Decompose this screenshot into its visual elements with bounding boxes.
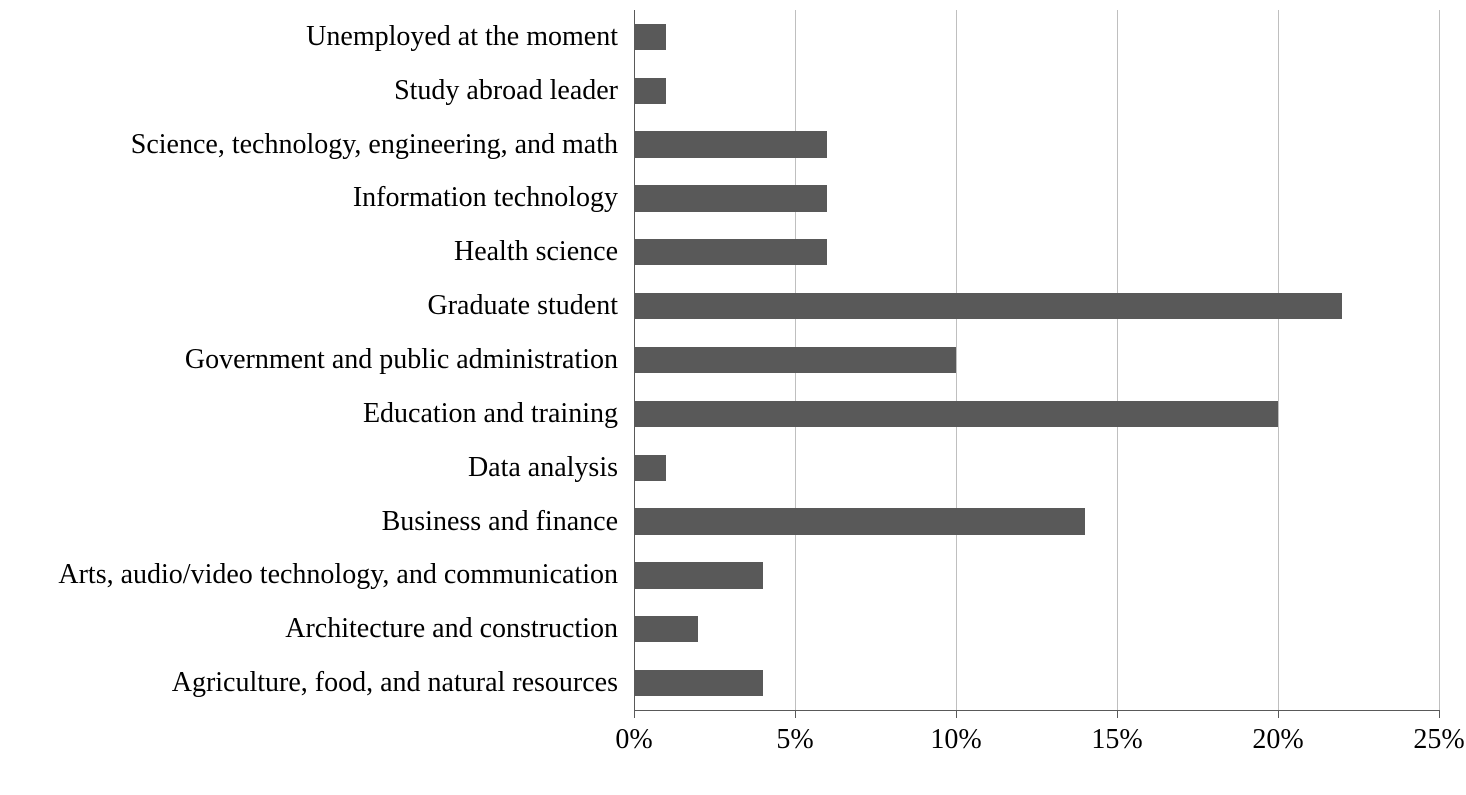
x-tick-label: 10% [930, 724, 981, 756]
x-tick-label: 15% [1091, 724, 1142, 756]
x-tick-mark [795, 710, 796, 718]
bar [634, 185, 827, 211]
gridline [1117, 10, 1118, 710]
chart-container: Unemployed at the moment Study abroad lea… [0, 0, 1466, 795]
x-tick-label: 20% [1252, 724, 1303, 756]
bar [634, 455, 666, 481]
gridline [956, 10, 957, 710]
category-label: Study abroad leader [394, 75, 618, 107]
bar [634, 347, 956, 373]
bar [634, 24, 666, 50]
bar [634, 401, 1278, 427]
x-tick-mark [1117, 710, 1118, 718]
x-tick-label: 0% [615, 724, 652, 756]
bar [634, 293, 1342, 319]
category-label: Architecture and construction [285, 613, 618, 645]
category-label: Arts, audio/video technology, and commun… [58, 559, 618, 591]
category-label: Unemployed at the moment [306, 21, 618, 53]
category-label: Information technology [353, 182, 618, 214]
category-label: Business and finance [382, 506, 618, 538]
category-label: Science, technology, engineering, and ma… [131, 129, 618, 161]
x-tick-label: 5% [776, 724, 813, 756]
bar [634, 562, 763, 588]
bar [634, 78, 666, 104]
x-tick-mark [1439, 710, 1440, 718]
bar [634, 131, 827, 157]
category-label: Government and public administration [185, 344, 618, 376]
bar [634, 616, 698, 642]
x-tick-label: 25% [1413, 724, 1464, 756]
bar [634, 670, 763, 696]
category-label: Graduate student [428, 290, 619, 322]
category-label: Health science [454, 236, 618, 268]
category-label: Agriculture, food, and natural resources [172, 667, 618, 699]
category-label: Education and training [363, 398, 618, 430]
category-label: Data analysis [468, 452, 618, 484]
gridline [1278, 10, 1279, 710]
bar [634, 508, 1085, 534]
bar [634, 239, 827, 265]
gridline [1439, 10, 1440, 710]
x-tick-mark [1278, 710, 1279, 718]
x-tick-mark [956, 710, 957, 718]
x-axis-line [634, 710, 1439, 711]
x-tick-mark [634, 710, 635, 718]
plot-area [634, 10, 1439, 710]
